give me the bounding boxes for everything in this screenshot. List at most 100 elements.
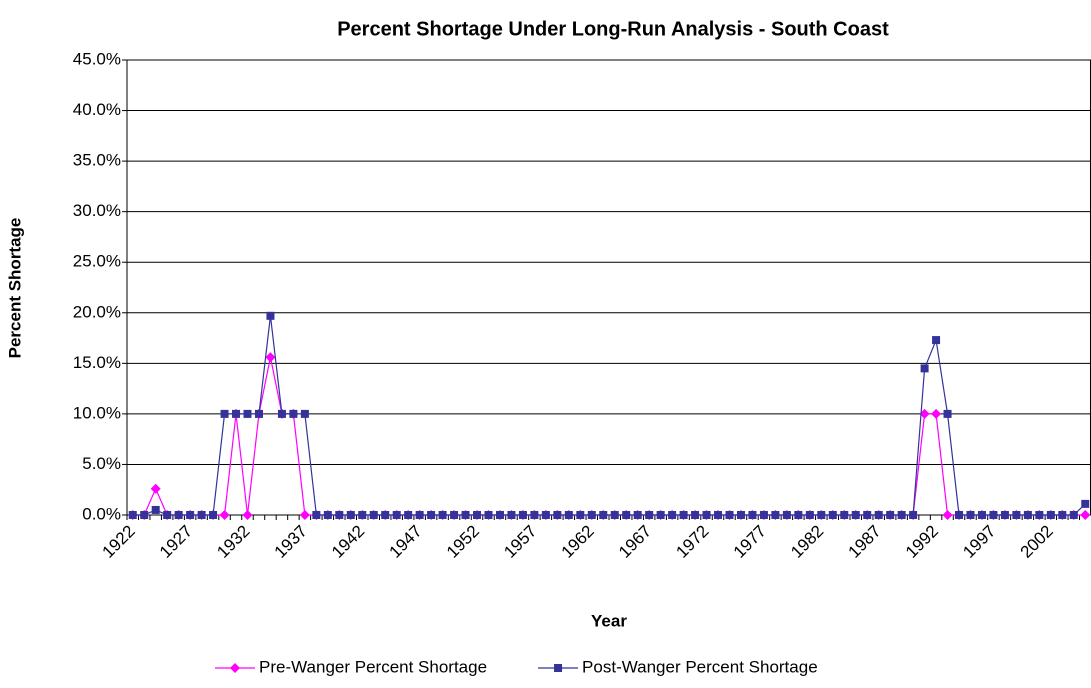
data-point bbox=[886, 511, 895, 519]
x-tick-label: 2002 bbox=[1017, 522, 1057, 562]
chart-title: Percent Shortage Under Long-Run Analysis… bbox=[337, 18, 889, 40]
data-point bbox=[564, 511, 573, 519]
data-point bbox=[943, 409, 952, 418]
data-point bbox=[840, 511, 849, 519]
data-point bbox=[645, 511, 654, 519]
data-point bbox=[299, 510, 310, 520]
data-point bbox=[151, 505, 160, 514]
data-point bbox=[1000, 511, 1009, 519]
data-point bbox=[450, 511, 459, 519]
data-point bbox=[942, 510, 953, 520]
data-point bbox=[817, 511, 826, 519]
x-tick-label: 1987 bbox=[845, 522, 885, 562]
data-point bbox=[576, 511, 585, 519]
x-tick-label: 1962 bbox=[558, 522, 598, 562]
data-point bbox=[289, 409, 298, 418]
data-point bbox=[668, 511, 677, 519]
data-point bbox=[1081, 499, 1090, 508]
data-point bbox=[771, 511, 780, 519]
data-point bbox=[243, 409, 252, 418]
data-point bbox=[1023, 511, 1032, 519]
data-point bbox=[897, 511, 906, 519]
data-point bbox=[863, 511, 872, 519]
x-tick-label: 1972 bbox=[672, 522, 712, 562]
data-point bbox=[518, 511, 527, 519]
data-point bbox=[392, 511, 401, 519]
data-point bbox=[358, 511, 367, 519]
data-point bbox=[335, 511, 344, 519]
data-point bbox=[404, 511, 413, 519]
data-point bbox=[461, 511, 470, 519]
y-tick-label: 25.0% bbox=[73, 252, 121, 271]
legend-marker bbox=[554, 664, 563, 672]
y-tick-label: 15.0% bbox=[73, 353, 121, 372]
data-point bbox=[828, 511, 837, 519]
data-point bbox=[495, 511, 504, 519]
data-point bbox=[507, 511, 516, 519]
data-point bbox=[851, 511, 860, 519]
data-point bbox=[219, 510, 230, 520]
y-tick-label: 40.0% bbox=[73, 100, 121, 119]
data-point bbox=[1080, 510, 1091, 520]
data-point bbox=[427, 511, 436, 519]
legend-label: Post-Wanger Percent Shortage bbox=[582, 657, 818, 676]
y-tick-label: 5.0% bbox=[82, 454, 121, 473]
data-point bbox=[748, 511, 757, 519]
x-tick-label: 1927 bbox=[156, 522, 196, 562]
data-point bbox=[300, 409, 309, 418]
x-tick-label: 1982 bbox=[787, 522, 827, 562]
data-point bbox=[140, 511, 149, 519]
x-tick-label: 1957 bbox=[500, 522, 540, 562]
data-point bbox=[725, 511, 734, 519]
data-point bbox=[920, 364, 929, 373]
data-point bbox=[977, 511, 986, 519]
legend-label: Pre-Wanger Percent Shortage bbox=[259, 657, 487, 676]
data-point bbox=[702, 511, 711, 519]
data-point bbox=[323, 511, 332, 519]
y-tick-label: 0.0% bbox=[82, 504, 121, 523]
data-point bbox=[909, 511, 918, 519]
data-point bbox=[163, 511, 172, 519]
data-point bbox=[277, 409, 286, 418]
data-point bbox=[610, 511, 619, 519]
x-axis-label: Year bbox=[591, 611, 627, 630]
x-tick-label: 1992 bbox=[902, 522, 942, 562]
data-point bbox=[186, 511, 195, 519]
data-point bbox=[438, 511, 447, 519]
data-point bbox=[691, 511, 700, 519]
data-point bbox=[128, 511, 137, 519]
series-line bbox=[132, 315, 1086, 516]
x-tick-label: 1977 bbox=[730, 522, 770, 562]
data-point bbox=[150, 483, 161, 494]
data-point bbox=[736, 511, 745, 519]
x-tick-label: 1997 bbox=[959, 522, 999, 562]
data-point bbox=[265, 352, 276, 363]
data-point bbox=[932, 336, 941, 345]
x-tick-label: 1932 bbox=[213, 522, 253, 562]
x-tick-label: 1967 bbox=[615, 522, 655, 562]
y-tick-label: 30.0% bbox=[73, 201, 121, 220]
data-point bbox=[679, 511, 688, 519]
data-point bbox=[541, 511, 550, 519]
data-point bbox=[931, 408, 942, 419]
data-point bbox=[805, 511, 814, 519]
data-point bbox=[415, 511, 424, 519]
x-tick-label: 1922 bbox=[99, 522, 139, 562]
data-point bbox=[209, 511, 218, 519]
y-tick-label: 45.0% bbox=[73, 49, 121, 68]
data-point bbox=[874, 511, 883, 519]
data-point bbox=[759, 511, 768, 519]
data-point bbox=[955, 511, 964, 519]
data-point bbox=[1035, 511, 1044, 519]
data-point bbox=[1058, 511, 1067, 519]
data-point bbox=[369, 511, 378, 519]
data-point bbox=[966, 511, 975, 519]
data-point bbox=[174, 511, 183, 519]
data-point bbox=[346, 511, 355, 519]
data-point bbox=[622, 511, 631, 519]
data-point bbox=[599, 511, 608, 519]
data-point bbox=[633, 511, 642, 519]
y-axis-label: Percent Shortage bbox=[5, 218, 24, 359]
data-point bbox=[1046, 511, 1055, 519]
y-tick-label: 35.0% bbox=[73, 151, 121, 170]
